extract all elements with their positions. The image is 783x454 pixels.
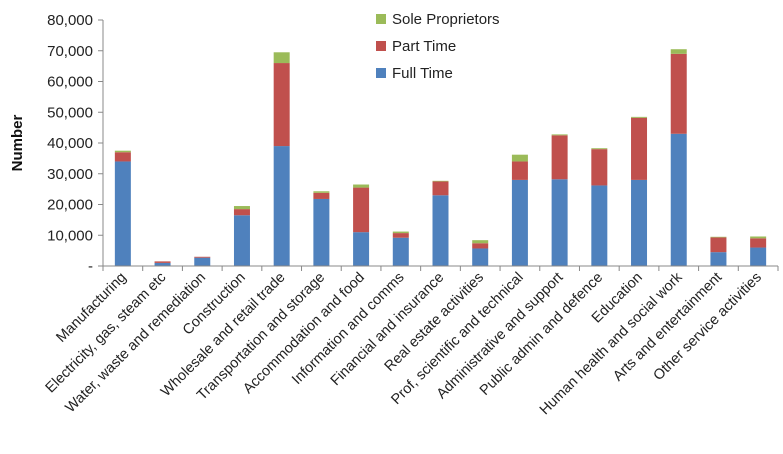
bar-part-time [710, 237, 727, 253]
bar-full-time [710, 252, 727, 266]
bar-part-time [432, 181, 449, 196]
legend-swatch [376, 14, 386, 24]
bar-part-time [392, 233, 409, 238]
bar-sole-proprietors [432, 180, 449, 182]
legend-label: Part Time [392, 38, 456, 55]
y-axis: - 10,000 20,000 30,000 40,000 50,000 60,000 70,… [47, 12, 104, 275]
bar-full-time [472, 248, 489, 266]
bar-part-time [194, 256, 211, 258]
y-tick-label: 50,000 [47, 104, 93, 121]
bar-sole-proprietors [114, 150, 131, 153]
x-tick-label: Manufacturing [53, 270, 129, 346]
bar-full-time [154, 262, 171, 266]
bar-sole-proprietors [353, 184, 370, 188]
bar-part-time [551, 135, 568, 180]
bar-sole-proprietors [670, 49, 687, 54]
bar-sole-proprietors [710, 236, 727, 238]
y-tick-label: 30,000 [47, 166, 93, 183]
bar-part-time [233, 209, 250, 216]
bar-full-time [432, 195, 449, 266]
bar-full-time [392, 237, 409, 266]
bar-full-time [273, 146, 290, 266]
bar-sole-proprietors [472, 240, 489, 244]
bar-sole-proprietors [511, 154, 528, 162]
bar-full-time [114, 161, 131, 266]
bar-part-time [154, 261, 171, 263]
bar-part-time [114, 152, 131, 162]
bar-full-time [591, 185, 608, 266]
legend: Sole Proprietors Part Time Full Time [376, 11, 500, 82]
bar-sole-proprietors [392, 231, 409, 234]
bar-sole-proprietors [750, 236, 767, 239]
y-tick-label: 20,000 [47, 197, 93, 214]
bar-part-time [670, 53, 687, 134]
legend-label: Full Time [392, 65, 453, 82]
y-axis-title: Number [9, 115, 26, 172]
y-tick-label: 80,000 [47, 12, 93, 29]
bar-sole-proprietors [591, 148, 608, 150]
y-tick-label: 10,000 [47, 227, 93, 244]
legend-label: Sole Proprietors [392, 11, 500, 28]
bar-full-time [551, 179, 568, 266]
bar-part-time [591, 149, 608, 186]
bar-part-time [273, 63, 290, 147]
bar-part-time [511, 161, 528, 180]
y-tick-label: - [88, 258, 93, 275]
bar-full-time [313, 198, 330, 266]
bar-part-time [750, 238, 767, 248]
legend-swatch [376, 68, 386, 78]
bar-sole-proprietors [233, 206, 250, 210]
legend-swatch [376, 41, 386, 51]
bar-sole-proprietors [313, 191, 330, 193]
bar-full-time [631, 179, 648, 266]
y-tick-label: 70,000 [47, 43, 93, 60]
bar-part-time [353, 187, 370, 233]
y-tick-label: 60,000 [47, 74, 93, 91]
bar-full-time [511, 179, 528, 266]
y-tick-label: 40,000 [47, 135, 93, 152]
bar-full-time [353, 232, 370, 266]
bar-full-time [750, 247, 767, 266]
bar-full-time [194, 257, 211, 266]
bar-part-time [472, 243, 489, 249]
bar-sole-proprietors [631, 116, 648, 118]
bar-sole-proprietors [551, 134, 568, 136]
bar-sole-proprietors [273, 52, 290, 64]
bar-part-time [313, 192, 330, 199]
bar-full-time [233, 215, 250, 266]
bar-full-time [670, 133, 687, 266]
bars [114, 49, 767, 266]
bar-part-time [631, 117, 648, 180]
